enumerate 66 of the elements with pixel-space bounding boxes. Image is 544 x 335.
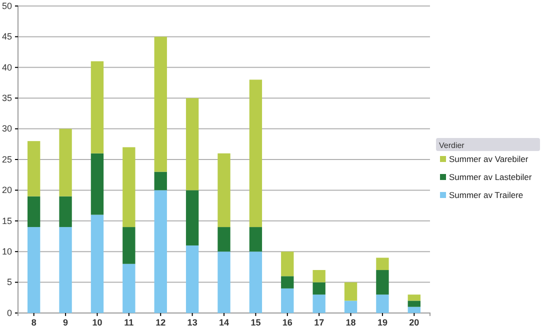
bar [186,98,199,190]
bar [154,36,167,172]
y-tick-label: 25 [2,154,12,164]
y-tick-label: 35 [2,92,12,103]
x-tick-label: 19 [377,317,388,328]
bar [281,276,294,288]
bar [28,196,40,228]
y-tick-label: 30 [2,124,12,134]
y-tick-label: 15 [2,216,12,226]
y-tick-label: 20 [2,185,12,196]
bar [281,288,294,313]
bar [154,172,167,190]
bar [249,252,262,313]
legend-label: Summer av Trailere [449,190,524,200]
bar [218,252,230,313]
bar [90,61,104,154]
bar [376,294,389,313]
x-tick-label: 10 [92,317,102,328]
bar [59,128,72,196]
y-tick-label: 40 [2,62,12,72]
x-tick-label: 12 [156,317,166,328]
bar [186,190,199,246]
x-tick-label: 15 [250,317,261,328]
bar [186,245,199,313]
x-tick-label: 20 [409,317,420,328]
x-tick-label: 16 [282,317,292,328]
y-tick-label: 0 [6,308,12,318]
bar [344,282,358,301]
bar [28,227,40,313]
bar [90,214,104,313]
bar [154,190,167,313]
bar [408,300,420,307]
x-tick-label: 13 [187,317,198,328]
y-tick-label: 45 [2,32,12,42]
legend-label: Summer av Varebiler [449,154,528,164]
x-tick-label: 11 [124,317,134,328]
x-tick-label: 17 [314,317,324,328]
x-tick-label: 8 [31,317,36,328]
bar [122,227,136,264]
x-tick-label: 9 [63,317,68,328]
y-tick-label: 10 [2,246,12,256]
bar [218,227,230,252]
bar [59,196,72,228]
bar [408,306,420,313]
bar [122,264,136,313]
legend-title: Verdier [439,141,465,150]
bar [376,270,389,295]
x-tick-label: 18 [346,317,356,328]
bar [312,282,326,295]
y-tick-label: 50 [2,0,12,11]
bar [218,153,230,228]
bar [312,270,326,282]
bar [122,147,136,228]
bar [249,80,262,228]
y-tick-label: 5 [6,277,12,288]
bar [59,227,72,313]
legend-label: Summer av Lastebiler [449,172,532,182]
bar [408,294,420,301]
bar [344,300,358,313]
bar [28,141,40,196]
bar [281,252,294,276]
bar [376,258,389,270]
bar [90,153,104,215]
bar [312,294,326,313]
x-tick-label: 14 [218,317,230,328]
bar [249,227,262,252]
